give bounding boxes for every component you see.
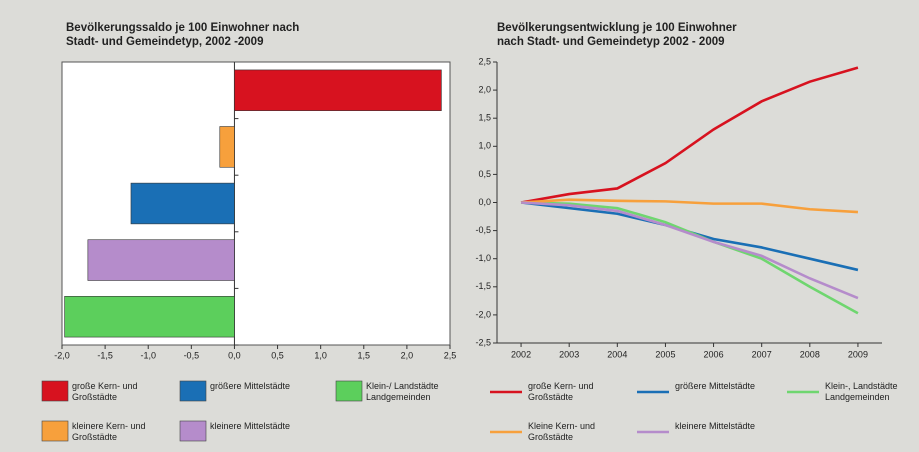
series-line	[520, 198, 859, 214]
x-tick-label: 2002	[511, 349, 531, 359]
x-tick-label: 0,0	[228, 350, 241, 360]
legend-label: große Kern- und Großstädte	[72, 381, 138, 402]
legend-label: kleinere Mittelstädte	[675, 421, 756, 431]
x-tick-label: 2003	[559, 349, 579, 359]
legend-label: Klein-/ Landstädte Landgemeinden	[366, 381, 439, 402]
x-tick-label: 1,5	[358, 350, 371, 360]
y-tick-label: -0,5	[475, 225, 491, 235]
series-line	[521, 201, 859, 315]
legend-label: größere Mittelstädte	[675, 381, 756, 391]
y-tick-label: 2,5	[478, 56, 491, 66]
legend-swatch	[179, 420, 207, 442]
x-tick-label: -1,5	[97, 350, 113, 360]
bar	[234, 69, 442, 111]
x-tick-label: 2008	[800, 349, 820, 359]
legend-label: kleinere Mittelstädte	[210, 421, 291, 431]
x-tick-label: -0,5	[184, 350, 200, 360]
x-tick-label: 2007	[752, 349, 772, 359]
y-tick-label: 1,0	[478, 141, 491, 151]
series-line	[520, 66, 859, 204]
legend-swatch	[41, 380, 69, 402]
legend-swatch	[179, 380, 207, 402]
x-tick-label: 2005	[655, 349, 675, 359]
legend-label: Klein-, Landstädte Landgemeinden	[825, 381, 898, 402]
bar	[87, 239, 235, 281]
legend-label: Kleine Kern- und Großstädte	[528, 421, 596, 442]
x-tick-label: 0,5	[271, 350, 284, 360]
chart-title: Stadt- und Gemeindetyp, 2002 -2009	[66, 36, 263, 48]
x-tick-label: -2,0	[54, 350, 70, 360]
legend-label: große Kern- und Großstädte	[528, 381, 594, 402]
bar	[130, 182, 235, 225]
chart-title: nach Stadt- und Gemeindetyp 2002 - 2009	[497, 36, 725, 48]
x-tick-label: 1,0	[314, 350, 327, 360]
y-tick-label: -2,0	[475, 309, 491, 319]
x-tick-label: 2004	[607, 349, 627, 359]
x-tick-label: 2,5	[444, 350, 457, 360]
series-line	[520, 201, 859, 300]
legend-label: kleinere Kern- und Großstädte	[72, 421, 146, 442]
y-tick-label: -1,0	[475, 253, 491, 263]
chart-title: Bevölkerungsentwicklung je 100 Einwohner	[497, 22, 737, 34]
legend-label: größere Mittelstädte	[210, 381, 291, 391]
x-tick-label: 2006	[704, 349, 724, 359]
series-line	[520, 201, 859, 272]
bar	[219, 126, 235, 168]
y-tick-label: -1,5	[475, 281, 491, 291]
x-tick-label: 2009	[848, 349, 868, 359]
bar	[64, 296, 235, 338]
x-tick-label: 2,0	[401, 350, 414, 360]
y-tick-label: -2,5	[475, 337, 491, 347]
legend-swatch	[335, 380, 363, 402]
chart-title: Bevölkerungssaldo je 100 Einwohner nach	[66, 22, 299, 34]
y-tick-label: 2,0	[478, 84, 491, 94]
y-tick-label: 1,5	[478, 113, 491, 123]
y-tick-label: 0,0	[478, 197, 491, 207]
x-tick-label: -1,0	[140, 350, 156, 360]
y-tick-label: 0,5	[478, 169, 491, 179]
legend-swatch	[41, 420, 69, 442]
